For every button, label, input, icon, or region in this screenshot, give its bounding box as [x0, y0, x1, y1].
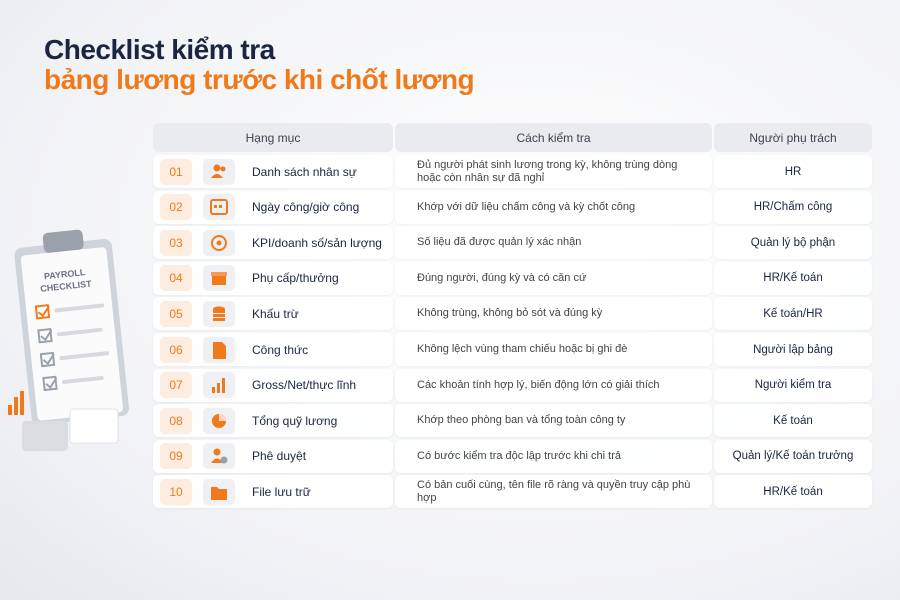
row-icon [203, 478, 235, 505]
row-item-cell: 05 Khấu trừ [153, 297, 393, 331]
row-owner: Người lập bảng [714, 333, 872, 366]
row-icon [203, 407, 235, 434]
row-item: Tổng quỹ lương [252, 413, 338, 428]
row-item: Danh sách nhân sự [252, 164, 357, 179]
row-check-cell: Có bản cuối cùng, tên file rõ ràng và qu… [395, 475, 712, 509]
row-check-cell: Khớp với dữ liệu chấm công và kỳ chốt cô… [395, 190, 712, 224]
row-owner: Người kiểm tra [714, 368, 872, 402]
row-owner: HR/Chấm công [714, 190, 872, 224]
row-number: 09 [160, 443, 192, 470]
row-check-line: Không lệch vùng tham chiếu hoặc bị ghi đ… [417, 343, 628, 355]
column-header: Hạng mục [153, 123, 393, 152]
row-check-cell: Khớp theo phòng ban và tổng toàn công ty [395, 404, 712, 438]
row-number: 02 [160, 194, 192, 221]
row-check-cell: Số liệu đã được quản lý xác nhận [395, 226, 712, 260]
icon [211, 234, 227, 251]
row-check-line: Khớp với dữ liệu chấm công và kỳ chốt cô… [417, 200, 636, 213]
row-icon [203, 194, 235, 221]
row-item-cell: 09 Phê duyệt [153, 439, 393, 473]
row-number: 10 [160, 478, 192, 505]
row-number: 06 [160, 336, 192, 363]
row-check-line: Đủ người phát sinh lương trong kỳ, không… [417, 158, 678, 171]
row-item-cell: 07 Gross/Net/thực lĩnh [153, 368, 393, 402]
subtitle: bảng lương trước khi chốt lương [44, 64, 475, 95]
row-check-line: Đúng người, đúng kỳ và có căn cứ [417, 271, 587, 284]
row-item-cell: 03 KPI/doanh số/sản lượng [153, 226, 393, 260]
row-number: 05 [160, 300, 192, 327]
row-owner: HR/Kế toán [714, 261, 872, 295]
row-check-cell: Đúng người, đúng kỳ và có căn cứ [395, 261, 712, 295]
icon [211, 486, 227, 500]
row-check-line: Số liệu đã được quản lý xác nhận [417, 236, 582, 249]
row-icon [203, 158, 235, 185]
row-item: Công thức [252, 342, 309, 357]
row-owner: Kế toán [714, 404, 872, 438]
row-item-cell: 04 Phụ cấp/thưởng [153, 261, 393, 295]
row-icon [203, 443, 235, 470]
row-item-cell: 08 Tổng quỹ lương [153, 404, 393, 438]
row-owner: Quản lý bộ phận [714, 226, 872, 260]
row-icon [203, 229, 235, 256]
row-icon [203, 372, 235, 399]
row-check-line: hoặc còn nhân sự đã nghỉ [417, 171, 545, 184]
row-check-line: Các khoản tính hợp lý, biến động lớn có … [417, 378, 660, 391]
column-header: Cách kiểm tra [395, 123, 712, 152]
row-number: 08 [160, 407, 192, 434]
clipboard-label: PAYROLL [44, 267, 87, 281]
row-icon [203, 300, 235, 327]
row-item: File lưu trữ [252, 484, 311, 499]
row-check-cell: Các khoản tính hợp lý, biến động lớn có … [395, 368, 712, 402]
row-check-line: Không trùng, không bỏ sót và đúng kỳ [417, 307, 603, 320]
icon [213, 306, 225, 321]
row-check-cell: Không trùng, không bỏ sót và đúng kỳ [395, 297, 712, 331]
row-item-cell: 01 Danh sách nhân sự [153, 155, 393, 188]
row-check-line: Có bản cuối cùng, tên file rõ ràng và qu… [417, 478, 691, 504]
row-item: Khấu trừ [252, 306, 299, 321]
icon [211, 164, 226, 178]
row-number: 04 [160, 265, 192, 292]
icon [210, 199, 228, 216]
row-number: 07 [160, 372, 192, 399]
row-check-cell: Đủ người phát sinh lương trong kỳ, không… [395, 155, 712, 188]
row-item: KPI/doanh số/sản lượng [252, 235, 382, 250]
row-owner: Quản lý/Kế toán trưởng [714, 439, 872, 473]
row-check-line: Khớp theo phòng ban và tổng toàn công ty [417, 414, 626, 427]
icon [212, 413, 226, 428]
row-item: Ngày công/giờ công [252, 200, 360, 215]
row-item-cell: 06 Công thức [153, 333, 393, 366]
clipboard-illustration: PAYROLL CHECKLIST [8, 229, 129, 451]
row-check-cell: Không lệch vùng tham chiếu hoặc bị ghi đ… [395, 333, 712, 366]
row-owner: Kế toán/HR [714, 297, 872, 331]
column-header: Người phụ trách [714, 123, 872, 152]
row-owner: HR/Kế toán [714, 475, 872, 509]
row-number: 01 [160, 158, 192, 185]
title: Checklist kiểm tra [44, 34, 275, 65]
row-icon [203, 265, 235, 292]
icon [211, 272, 227, 286]
row-check-line: Có bước kiểm tra độc lập trước khi chi t… [417, 449, 621, 462]
icon [213, 341, 226, 359]
row-item: Phê duyệt [252, 449, 307, 464]
row-owner: HR [714, 155, 872, 188]
icon [212, 378, 225, 394]
row-icon [203, 336, 235, 363]
icon [211, 448, 228, 464]
row-item: Gross/Net/thực lĩnh [252, 378, 357, 393]
row-check-cell: Có bước kiểm tra độc lập trước khi chi t… [395, 439, 712, 473]
row-item-cell: 10 File lưu trữ [153, 475, 393, 509]
row-item-cell: 02 Ngày công/giờ công [153, 190, 393, 224]
row-item: Phụ cấp/thưởng [252, 271, 339, 286]
row-number: 03 [160, 229, 192, 256]
